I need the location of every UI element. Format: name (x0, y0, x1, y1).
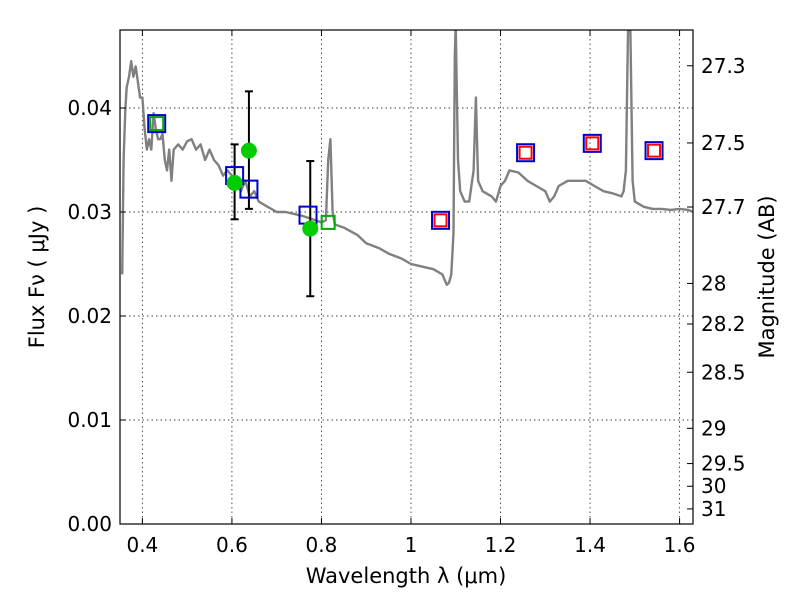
y-tick-label: 0.00 (67, 512, 112, 536)
y2-axis-label: Magnitude (AB) (755, 195, 779, 358)
open-red-square (647, 143, 662, 158)
mag-tick-label: 27.3 (701, 54, 746, 78)
open-blue-square (239, 179, 259, 199)
open-red-square (585, 136, 600, 151)
mag-tick-label: 28 (701, 271, 726, 295)
open-green-square (320, 214, 336, 230)
x-tick-label: 0.6 (216, 533, 248, 557)
open-blue-square (516, 143, 536, 163)
mag-tick-label: 27.7 (701, 195, 746, 219)
open-blue-square (644, 141, 664, 161)
x-tick-label: 0.8 (306, 533, 338, 557)
open-blue-square (431, 210, 451, 230)
mag-tick-label: 29 (701, 416, 726, 440)
y-tick-label: 0.01 (67, 408, 112, 432)
open-blue-square (582, 133, 602, 153)
plot-frame (119, 29, 694, 525)
x-tick-label: 1.6 (664, 533, 696, 557)
green-dot (240, 142, 257, 159)
y-axis-label: Flux Fν ( μJy ) (25, 206, 49, 349)
mag-tick-label: 27.5 (701, 131, 746, 155)
x-tick-label: 1 (405, 533, 418, 557)
open-blue-square (147, 114, 167, 134)
model-spectrum-line (121, 30, 693, 286)
x-axis-label: Wavelength λ (μm) (306, 564, 507, 588)
x-tick-label: 0.4 (126, 533, 158, 557)
open-red-square (433, 213, 448, 228)
mag-tick-label: 28.2 (701, 312, 746, 336)
mag-tick-label: 31 (701, 497, 726, 521)
axis-ticks: 0.4 0.6 0.8 1 1.2 1.4 1.6 0.00 0.01 0.02 0.03 0.04 2… (67, 30, 746, 557)
mag-tick-label: 28.5 (701, 360, 746, 384)
x-tick-label: 1.2 (485, 533, 517, 557)
y-tick-label: 0.04 (67, 96, 112, 120)
green-dot (226, 174, 243, 191)
y-tick-label: 0.02 (67, 304, 112, 328)
mag-tick-label: 30 (701, 474, 726, 498)
mag-tick-label: 29.5 (701, 452, 746, 476)
y-tick-label: 0.03 (67, 200, 112, 224)
open-red-square (518, 145, 533, 160)
plot-area (121, 30, 693, 298)
green-dot (302, 220, 319, 237)
grid (120, 30, 693, 524)
x-tick-label: 1.4 (574, 533, 606, 557)
open-green-square (149, 116, 165, 132)
